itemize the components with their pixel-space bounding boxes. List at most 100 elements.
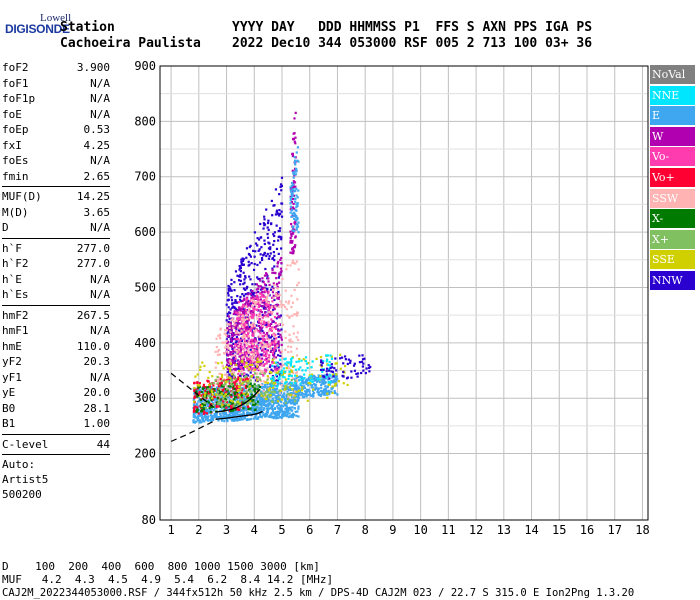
x-tick-label: 5	[278, 523, 285, 537]
echo-dot	[270, 341, 274, 344]
echo-dot	[279, 381, 282, 385]
echo-dot	[256, 317, 259, 320]
y-tick-label: 300	[134, 391, 156, 405]
echo-dot	[243, 324, 247, 327]
echo-dot	[227, 405, 231, 408]
echo-dot	[279, 362, 282, 366]
echo-dot	[276, 324, 279, 327]
echo-dot	[253, 390, 257, 393]
echo-dot	[233, 392, 237, 396]
echo-dot	[251, 289, 254, 293]
echo-dot	[235, 388, 238, 391]
echo-dot	[244, 327, 248, 331]
legend-item: W	[650, 126, 695, 146]
echo-dot	[273, 307, 276, 311]
echo-dot	[310, 374, 313, 377]
param-value: 277.0	[76, 257, 110, 270]
echo-dot	[292, 414, 295, 418]
echo-dot	[225, 329, 228, 332]
echo-dot	[280, 189, 283, 192]
echo-dot	[247, 293, 250, 296]
echo-dot	[247, 380, 250, 383]
echo-dot	[252, 359, 255, 362]
echo-dot	[256, 313, 259, 317]
echo-dot	[220, 390, 223, 393]
echo-dot	[301, 391, 304, 395]
echo-dot	[259, 329, 262, 332]
echo-dot	[364, 371, 367, 375]
echo-dot	[231, 353, 234, 357]
echo-dot	[297, 389, 300, 392]
echo-dot	[254, 415, 257, 418]
echo-dot	[278, 415, 281, 419]
echo-dot	[222, 414, 225, 417]
echo-dot	[203, 415, 206, 419]
echo-dot	[290, 201, 293, 204]
echo-dot	[265, 297, 268, 300]
echo-dot	[236, 393, 239, 396]
echo-dot	[331, 391, 334, 395]
echo-dot	[241, 357, 244, 360]
echo-dot	[215, 398, 219, 402]
echo-dot	[239, 348, 243, 351]
echo-dot	[321, 361, 324, 364]
auto-label: Auto:	[2, 458, 36, 471]
echo-dot	[237, 365, 240, 368]
param-value: 0.53	[83, 123, 111, 136]
echo-dot	[274, 325, 278, 328]
echo-dot	[268, 389, 271, 392]
echo-dot	[228, 358, 231, 361]
echo-dot	[219, 393, 223, 397]
echo-dot	[193, 406, 196, 409]
echo-dot	[271, 364, 274, 368]
x-tick-label: 14	[524, 523, 538, 537]
echo-dot	[240, 364, 244, 367]
echo-dot	[322, 388, 326, 391]
echo-dot	[233, 398, 236, 401]
echo-dot	[224, 415, 227, 419]
echo-dot	[193, 392, 196, 395]
echo-dot	[286, 393, 289, 396]
echo-dot	[256, 244, 259, 247]
echo-dot	[278, 214, 281, 217]
echo-dot	[276, 385, 279, 388]
echo-dot	[236, 363, 239, 366]
echo-dot	[258, 319, 261, 322]
echo-dot	[233, 354, 236, 357]
echo-dot	[273, 341, 276, 344]
echo-dot	[263, 351, 266, 354]
echo-dot	[273, 365, 276, 368]
echo-dot	[277, 346, 280, 349]
echo-dot	[276, 383, 279, 386]
echo-dot	[277, 335, 280, 339]
echo-dot	[327, 369, 331, 372]
echo-dot	[266, 400, 269, 403]
echo-dot	[238, 331, 241, 335]
echo-dot	[346, 383, 349, 387]
echo-dot	[268, 401, 271, 405]
echo-dot	[230, 384, 234, 387]
echo-dot	[297, 398, 300, 401]
echo-dot	[271, 351, 275, 354]
echo-dot	[257, 285, 260, 288]
echo-dot	[214, 414, 217, 417]
echo-dot	[291, 154, 295, 158]
echo-dot	[247, 341, 250, 344]
echo-dot	[309, 379, 312, 382]
echo-dot	[252, 249, 255, 252]
echo-dot	[259, 261, 262, 264]
echo-dot	[208, 395, 211, 398]
echo-dot	[197, 405, 200, 408]
echo-dot	[260, 394, 263, 397]
echo-dot	[294, 400, 297, 403]
echo-dot	[312, 394, 315, 397]
echo-dot	[240, 260, 243, 264]
echo-dot	[294, 197, 297, 200]
echo-dot	[241, 305, 244, 309]
echo-dot	[251, 352, 255, 356]
echo-dot	[310, 366, 313, 369]
echo-dot	[239, 327, 243, 331]
echo-dot	[273, 283, 276, 287]
echo-dot	[278, 389, 281, 393]
echo-dot	[231, 400, 235, 403]
